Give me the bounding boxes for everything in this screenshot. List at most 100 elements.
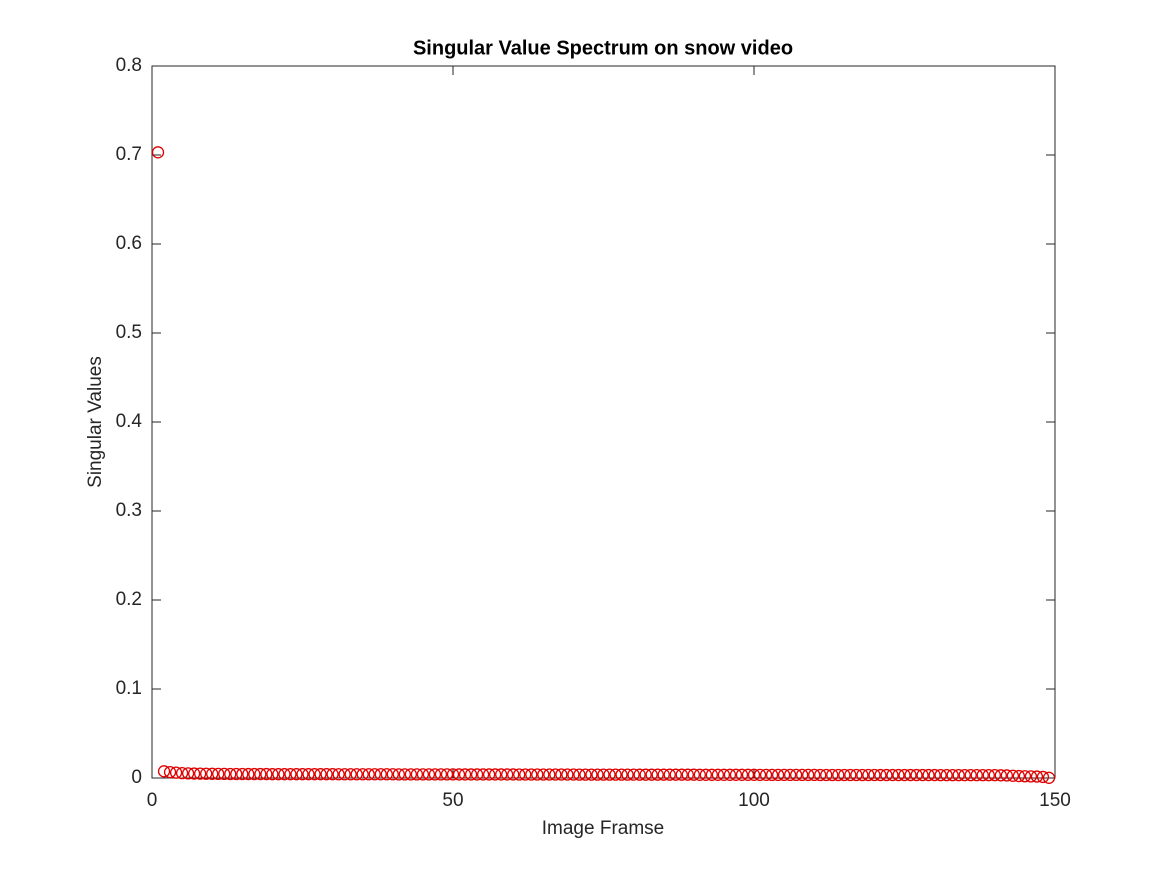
point [1000,769,1013,782]
point [1030,770,1044,783]
point [194,767,207,780]
point [796,768,809,782]
point [200,767,213,780]
point [308,768,321,781]
point [501,768,514,781]
point [368,768,381,781]
point [440,768,454,781]
point [236,767,249,781]
point [392,768,405,781]
point [591,768,604,781]
point [1006,769,1020,782]
point [747,768,761,781]
y-tick-label: 0.1 [116,678,142,699]
point [218,767,231,781]
y-tick-label: 0.7 [116,144,142,165]
point [669,768,682,781]
point [771,768,785,782]
point [151,146,165,159]
point [729,768,743,781]
point [711,768,725,781]
x-axis-label: Image Framse [542,818,664,839]
point [976,769,989,782]
y-tick-label: 0.2 [116,589,142,610]
point [850,768,863,782]
point [609,768,622,781]
point [507,768,520,781]
point [519,768,532,781]
point [537,768,550,781]
point [163,765,177,779]
point [639,768,652,781]
point [404,768,418,781]
point [169,766,183,779]
point [464,768,478,781]
point [952,769,965,782]
point [1036,770,1050,784]
point [777,768,791,782]
point [982,769,995,782]
point [886,768,899,782]
chart-title: Singular Value Spectrum on snow video [413,37,793,59]
point [633,768,646,781]
point [428,768,442,781]
point [585,768,598,781]
point [627,768,640,781]
point [314,768,327,781]
point [398,768,411,781]
point [783,768,797,782]
point [928,768,941,782]
point [531,768,544,781]
point [958,769,971,782]
point [561,768,574,781]
y-tick-label: 0.6 [116,233,142,254]
y-tick-label: 0.4 [116,411,143,432]
point [693,768,706,781]
point [320,768,333,781]
point [326,768,339,781]
point [470,768,484,781]
point [1042,771,1056,784]
point [699,768,712,781]
point [723,768,737,781]
point [753,768,767,782]
point [759,768,773,782]
point [290,768,303,781]
point [181,767,195,780]
point [422,768,436,781]
point [224,767,237,781]
point [555,768,568,781]
y-tick-label: 0.8 [116,55,142,76]
point [175,766,189,780]
point [820,768,833,782]
point [254,767,267,781]
point [446,768,460,781]
point [302,768,315,781]
point [476,768,490,781]
point [284,768,297,781]
point [789,768,803,782]
point [230,767,243,781]
point [970,769,983,782]
point [862,768,875,782]
point [458,768,472,781]
point [675,768,688,781]
x-tick-label: 50 [442,790,463,811]
point [482,768,496,781]
point [988,769,1001,782]
point [362,768,375,781]
point [278,768,291,781]
y-axis-label: Singular Values [85,356,106,488]
point [356,768,369,781]
point [681,768,694,781]
point [856,768,869,782]
point [206,767,219,780]
point [434,768,448,781]
point [452,768,466,781]
point [964,769,977,782]
point [1012,769,1026,783]
point [898,768,911,782]
point [705,768,719,781]
